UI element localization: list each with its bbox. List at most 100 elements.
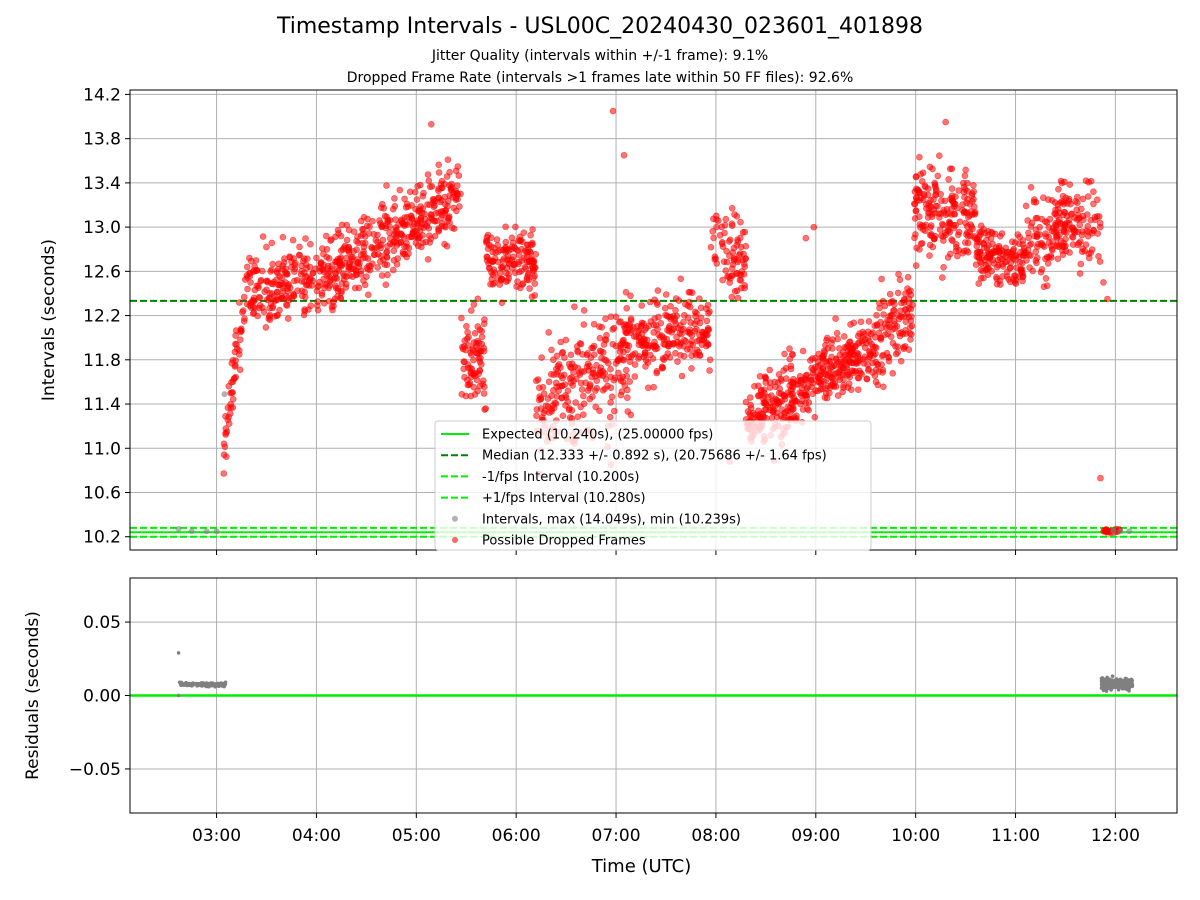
dropped-frame-point <box>497 275 505 283</box>
dropped-frame-point <box>742 398 750 406</box>
dropped-frame-point <box>726 252 733 260</box>
dropped-frame-point <box>989 256 997 264</box>
dropped-frame-point <box>222 431 229 438</box>
dropped-frame-point <box>940 206 947 214</box>
dropped-frame-point <box>695 295 703 303</box>
dropped-frame-point <box>361 239 369 247</box>
dropped-frame-point <box>533 412 540 420</box>
dropped-frame-point <box>859 333 867 341</box>
dropped-frame-point <box>441 209 449 217</box>
interval-point <box>213 528 220 535</box>
residual-point <box>204 683 209 687</box>
dropped-frame-point <box>1037 268 1045 276</box>
dropped-frame-point <box>406 219 414 226</box>
dropped-frame-point <box>1029 267 1036 275</box>
dropped-frame-point <box>513 283 520 290</box>
dropped-frame-point <box>703 317 711 325</box>
dropped-frame-point <box>523 253 531 261</box>
dropped-frame-point <box>988 250 996 257</box>
dropped-frame-point <box>634 323 641 330</box>
dropped-frame-point <box>279 233 287 241</box>
dropped-frame-point <box>363 273 370 281</box>
dropped-frame-point <box>1102 527 1110 535</box>
dropped-frame-point <box>721 221 729 229</box>
dropped-frame-point <box>911 234 918 242</box>
dropped-frame-point <box>662 291 670 298</box>
dropped-frame-point <box>725 238 733 245</box>
dropped-frame-point <box>740 260 748 268</box>
y-tick-label: −0.05 <box>69 760 121 780</box>
dropped-frame-point <box>453 182 461 189</box>
dropped-frame-point <box>641 342 649 349</box>
dropped-frame-point <box>816 372 823 380</box>
dropped-frame-point <box>624 408 632 415</box>
dropped-frame-point <box>381 261 389 268</box>
dropped-frame-point <box>580 307 588 314</box>
dropped-frame-point <box>574 348 582 356</box>
dropped-frame-point <box>578 386 586 393</box>
dropped-frame-point <box>225 420 233 427</box>
dropped-frame-point <box>489 271 497 279</box>
dropped-frame-point <box>682 300 689 308</box>
dropped-frame-point <box>1062 242 1069 250</box>
dropped-frame-point <box>435 187 442 194</box>
dropped-frame-point <box>1044 282 1051 290</box>
dropped-frame-point <box>802 234 810 242</box>
dropped-frame-point <box>389 205 397 213</box>
dropped-frame-point <box>333 275 341 282</box>
x-tick-label: 09:00 <box>791 826 840 846</box>
dropped-frame-point <box>626 378 634 385</box>
dropped-frame-point <box>1006 264 1014 272</box>
dropped-frame-point <box>606 413 614 421</box>
dropped-frame-point <box>498 264 506 272</box>
dropped-frame-point <box>774 379 782 386</box>
dropped-frame-point <box>841 343 849 351</box>
dropped-frame-point <box>699 332 707 340</box>
residual-point <box>220 684 224 688</box>
dropped-frame-point <box>873 322 881 329</box>
dropped-frame-point <box>579 392 587 400</box>
dropped-frame-point <box>677 275 685 283</box>
dropped-frame-point <box>1097 474 1104 482</box>
dropped-frame-point <box>413 219 421 227</box>
dropped-frame-point <box>945 176 952 183</box>
dropped-frame-point <box>392 216 399 223</box>
dropped-frame-point <box>821 394 829 401</box>
dropped-frame-point <box>354 239 362 247</box>
dropped-frame-point <box>879 297 887 305</box>
dropped-frame-point <box>333 257 341 265</box>
dropped-frame-point <box>273 288 281 296</box>
dropped-frame-point <box>834 335 842 343</box>
dropped-frame-point <box>431 202 438 209</box>
dropped-frame-point <box>223 453 230 461</box>
dropped-frame-point <box>544 395 552 402</box>
dropped-frame-point <box>338 221 346 229</box>
dropped-frame-point <box>830 383 838 390</box>
dropped-frame-point <box>916 188 923 196</box>
dropped-frame-point <box>1085 178 1092 186</box>
dropped-frame-point <box>623 394 631 402</box>
dropped-frame-point <box>880 311 887 318</box>
dropped-frame-point <box>959 201 966 208</box>
dropped-frame-point <box>435 161 443 169</box>
dropped-frame-point <box>932 202 940 210</box>
dropped-frame-point <box>590 320 598 328</box>
dropped-frame-point <box>243 263 251 271</box>
dropped-frame-point <box>318 291 326 299</box>
dropped-frame-point <box>761 406 768 414</box>
dropped-frame-point <box>1053 229 1060 236</box>
dropped-frame-point <box>747 401 754 409</box>
dropped-frame-point <box>327 237 334 244</box>
legend-label: Expected (10.240s), (25.00000 fps) <box>482 428 713 443</box>
dropped-frame-point <box>977 266 985 274</box>
dropped-frame-point <box>551 399 559 407</box>
dropped-frame-point <box>535 384 543 392</box>
dropped-frame-point <box>290 291 297 299</box>
dropped-frame-point <box>1014 231 1022 238</box>
dropped-frame-point <box>1094 230 1101 237</box>
dropped-frame-point <box>886 290 894 298</box>
interval-point <box>188 528 195 535</box>
x-axis-label: Time (UTC) <box>591 856 692 877</box>
residual-point <box>1130 681 1134 686</box>
dropped-frame-point <box>833 329 841 337</box>
